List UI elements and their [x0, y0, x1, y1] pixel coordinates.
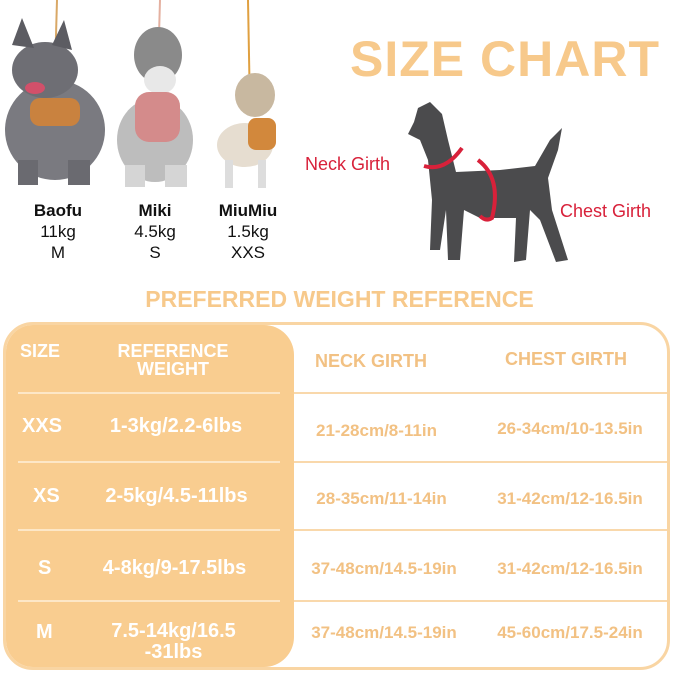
dog-size: XXS — [230, 243, 266, 262]
weight-cell: 4-8kg/9-17.5lbs — [102, 557, 247, 579]
row-divider — [294, 461, 667, 463]
row-divider — [18, 529, 280, 531]
dog-name: MiuMiu — [218, 201, 278, 220]
size-table: SIZE REFERENCE WEIGHT NECK GIRTH CHEST G… — [3, 322, 670, 670]
row-divider — [294, 529, 667, 531]
miki-dog-image — [117, 0, 193, 187]
dog-name: Miki — [138, 201, 172, 220]
dog-name: Baofu — [33, 201, 83, 220]
baofu-dog-image — [5, 0, 105, 185]
row-divider — [18, 461, 280, 463]
neck-girth-label: Neck Girth — [305, 154, 391, 174]
chest-cell: 26-34cm/10-13.5in — [497, 419, 643, 438]
dog-silhouette — [408, 102, 568, 262]
neck-cell: 28-35cm/11-14in — [316, 489, 447, 508]
dog-size: S — [149, 243, 161, 262]
chest-cell: 31-42cm/12-16.5in — [497, 489, 643, 508]
size-cell: S — [38, 557, 52, 579]
chest-cell: 45-60cm/17.5-24in — [497, 623, 643, 642]
chest-cell: 31-42cm/12-16.5in — [497, 559, 643, 578]
dog-weight: 11kg — [40, 222, 76, 241]
dog-caption-baofu: Baofu 11kg M — [13, 200, 103, 263]
header-size: SIZE — [20, 341, 61, 361]
size-cell: M — [36, 621, 53, 643]
header-neck-girth: NECK GIRTH — [315, 351, 427, 371]
dog-photos — [5, 0, 276, 188]
header-chest-girth: CHEST GIRTH — [504, 349, 627, 369]
dog-weight: 1.5kg — [227, 222, 269, 241]
dog-weight: 4.5kg — [134, 222, 176, 241]
chest-girth-label: Chest Girth — [560, 201, 652, 221]
dog-caption-miumiu: MiuMiu 1.5kg XXS — [203, 200, 293, 263]
section-subtitle: PREFERRED WEIGHT REFERENCE — [145, 286, 534, 312]
weight-cell: 7.5-14kg/16.5 -31lbs — [111, 620, 236, 663]
header-reference-weight: REFERENCE WEIGHT — [117, 341, 229, 379]
weight-cell: 1-3kg/2.2-6lbs — [109, 415, 243, 437]
neck-girth-marker — [423, 146, 464, 170]
size-weight-column-background — [6, 325, 294, 667]
row-divider — [18, 600, 280, 602]
dog-silhouette-diagram — [408, 102, 568, 262]
row-divider — [18, 392, 280, 394]
dog-size: M — [50, 243, 66, 262]
weight-cell: 2-5kg/4.5-11lbs — [105, 485, 248, 507]
miumiu-dog-image — [217, 0, 276, 188]
row-divider — [294, 600, 667, 602]
row-divider — [294, 392, 667, 394]
neck-cell: 21-28cm/8-11in — [316, 421, 437, 440]
size-cell: XXS — [22, 415, 63, 437]
neck-cell: 37-48cm/14.5-19in — [311, 559, 457, 578]
dog-caption-miki: Miki 4.5kg S — [110, 200, 200, 263]
chest-girth-marker — [476, 158, 497, 222]
page-title: SIZE CHART — [350, 31, 660, 87]
neck-cell: 37-48cm/14.5-19in — [311, 623, 457, 642]
size-cell: XS — [33, 485, 60, 507]
